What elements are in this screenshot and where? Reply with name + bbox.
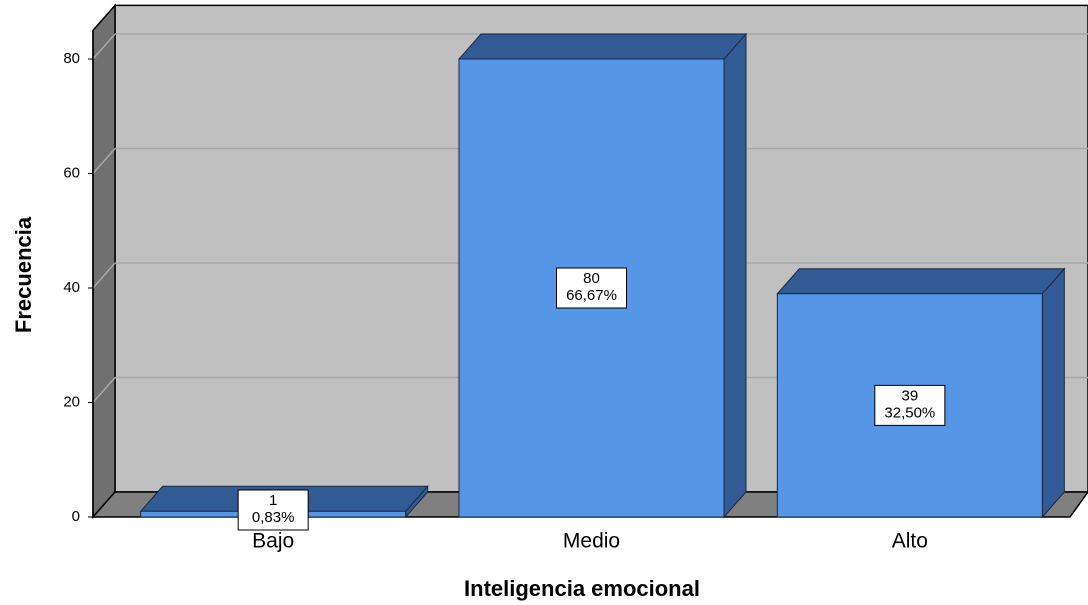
grid-line — [92, 33, 116, 60]
data-label-box — [556, 267, 627, 309]
data-label: 0,83% — [252, 509, 295, 526]
data-label-box — [874, 384, 946, 426]
x-tick-label: Bajo — [252, 530, 294, 553]
data-label: 66,67% — [566, 287, 617, 304]
grid-line — [92, 148, 116, 175]
bar-top — [776, 268, 1066, 295]
data-label: 39 — [901, 387, 918, 404]
bar-top — [457, 33, 748, 60]
y-tick-label: 20 — [63, 393, 80, 410]
side-wall — [92, 3, 116, 519]
data-label: 1 — [269, 492, 277, 509]
data-label-box — [237, 489, 309, 531]
bar — [457, 32, 748, 519]
data-label: 32,50% — [884, 404, 935, 421]
y-axis-title: Frecuencia — [11, 216, 36, 333]
y-tick-label: 40 — [63, 279, 80, 296]
y-tick-label: 60 — [63, 164, 80, 181]
y-tick-label: 80 — [63, 50, 80, 67]
grid-line — [92, 377, 116, 404]
x-tick-label: Alto — [892, 530, 928, 553]
y-tick-label: 0 — [72, 508, 80, 525]
bar-side — [723, 32, 747, 519]
x-tick-label: Medio — [563, 530, 620, 553]
x-axis-title: Inteligencia emocional — [464, 576, 700, 601]
grid-line — [92, 262, 116, 289]
bar-side — [1041, 267, 1065, 519]
data-label: 80 — [583, 270, 600, 287]
bar — [776, 267, 1066, 519]
